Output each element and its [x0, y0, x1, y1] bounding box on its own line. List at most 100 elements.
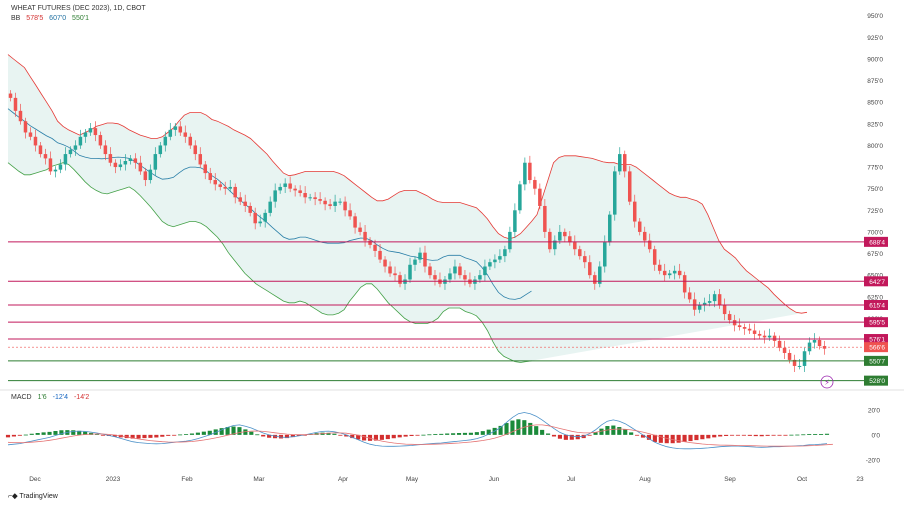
macd-line	[7, 412, 828, 450]
macd-hist-bar	[207, 430, 212, 435]
candle-body	[797, 365, 802, 367]
macd-hist-bar	[17, 434, 22, 436]
y-tick-label: 925'0	[867, 35, 883, 42]
candle-body	[18, 110, 23, 122]
x-tick-label: 2023	[106, 476, 121, 483]
macd-hist-bar	[77, 430, 82, 435]
macd-hist-bar	[83, 431, 88, 435]
macd-hist-bar	[724, 434, 729, 436]
bb-lower-value: 550'1	[72, 15, 89, 22]
macd-hist-bar	[178, 434, 183, 436]
macd-hist-bar	[373, 434, 379, 441]
bb-basis-value: 607'0	[49, 15, 67, 22]
candle-body	[293, 188, 297, 191]
level-tag	[864, 236, 888, 247]
candle-body	[622, 154, 627, 172]
candle-body	[732, 320, 737, 326]
candle-body	[98, 135, 103, 146]
macd-hist-bar	[332, 433, 337, 435]
macd-hist-bar	[284, 434, 289, 439]
macd-hist-bar	[5, 434, 11, 438]
candle-body	[538, 188, 542, 206]
macd-hist-bar	[593, 432, 598, 435]
candle-body	[53, 169, 58, 172]
level-tag	[864, 317, 888, 328]
level-tag-label: 615'4	[869, 302, 885, 309]
macd-hist-bar	[439, 433, 444, 435]
candle-body	[208, 173, 213, 181]
macd-hist-bar	[462, 432, 468, 435]
macd-hist-bar	[35, 433, 40, 435]
macd-hist-bar	[486, 429, 491, 435]
macd-signal-value: -14'2	[73, 394, 90, 401]
macd-hist-bar	[142, 434, 147, 439]
macd-hist-bar	[362, 434, 367, 441]
macd-hist-bar	[617, 427, 622, 435]
candle-body	[63, 154, 68, 165]
candle-body	[238, 197, 242, 202]
y-tick-label: 800'0	[867, 143, 883, 150]
macd-hist-bar	[528, 422, 533, 435]
candle-body	[448, 273, 452, 280]
tradingview-logo[interactable]: ⌐◆ TradingView	[8, 493, 58, 500]
macd-hist-bar	[706, 434, 711, 439]
macd-hist-bar	[789, 434, 794, 436]
candle-body	[248, 205, 252, 213]
macd-hist-bar	[237, 427, 242, 435]
macd-hist-bar	[278, 434, 284, 439]
macd-hist-bar	[201, 431, 206, 435]
macd-hist-bar	[747, 434, 752, 436]
candle-body	[123, 161, 128, 165]
macd-hist-bar	[124, 434, 129, 439]
macd-hist-bar	[172, 434, 177, 436]
candle-body	[523, 162, 527, 185]
y-tick-label: 850'0	[867, 100, 883, 107]
candle-body	[268, 201, 272, 213]
candle-body	[78, 136, 83, 146]
chart-title: WHEAT FUTURES (DEC 2023), 1D, CBOT	[11, 5, 146, 12]
x-tick-label: Jul	[567, 476, 576, 483]
macd-hist-bar	[148, 434, 153, 438]
macd-hist-bar	[664, 434, 669, 444]
macd-hist-bar	[23, 434, 28, 436]
macd-hist-bar	[824, 433, 830, 435]
x-tick-label: May	[406, 476, 419, 483]
candle-body	[787, 352, 792, 360]
candle-body	[483, 266, 487, 276]
candle-body	[747, 328, 752, 331]
candle-body	[318, 199, 322, 201]
candle-body	[672, 270, 677, 274]
candle-body	[722, 305, 727, 315]
candle-body	[33, 136, 38, 146]
candle-body	[23, 121, 28, 133]
candle-body	[687, 292, 692, 300]
level-tag	[864, 375, 888, 386]
x-tick-label: Sep	[724, 476, 736, 483]
macd-hist-bar	[474, 432, 479, 435]
candle-body	[583, 256, 587, 263]
candle-body	[338, 201, 342, 203]
candle-body	[378, 250, 382, 260]
level-tag-label: 528'0	[869, 378, 885, 385]
candle-body	[203, 164, 208, 174]
level-tag-label: 550'7	[869, 358, 885, 365]
candle-body	[128, 158, 133, 162]
macd-hist-bar	[421, 434, 426, 436]
candle-body	[513, 210, 517, 232]
candle-body	[697, 305, 702, 310]
macd-hist-bar	[47, 431, 52, 435]
candle-body	[103, 145, 108, 155]
macd-hist-bar	[540, 429, 545, 435]
macd-hist-bar	[670, 434, 675, 444]
candle-body	[463, 275, 467, 280]
candle-body	[243, 201, 247, 206]
level-tag	[864, 276, 888, 287]
candle-body	[737, 325, 742, 328]
macd-hist-bar	[11, 434, 16, 437]
macd-hist-value: 1'6	[37, 394, 47, 401]
signal-line	[7, 424, 833, 447]
macd-hist-bar	[255, 434, 260, 436]
level-tag	[864, 334, 888, 345]
macd-hist-bar	[658, 434, 663, 443]
